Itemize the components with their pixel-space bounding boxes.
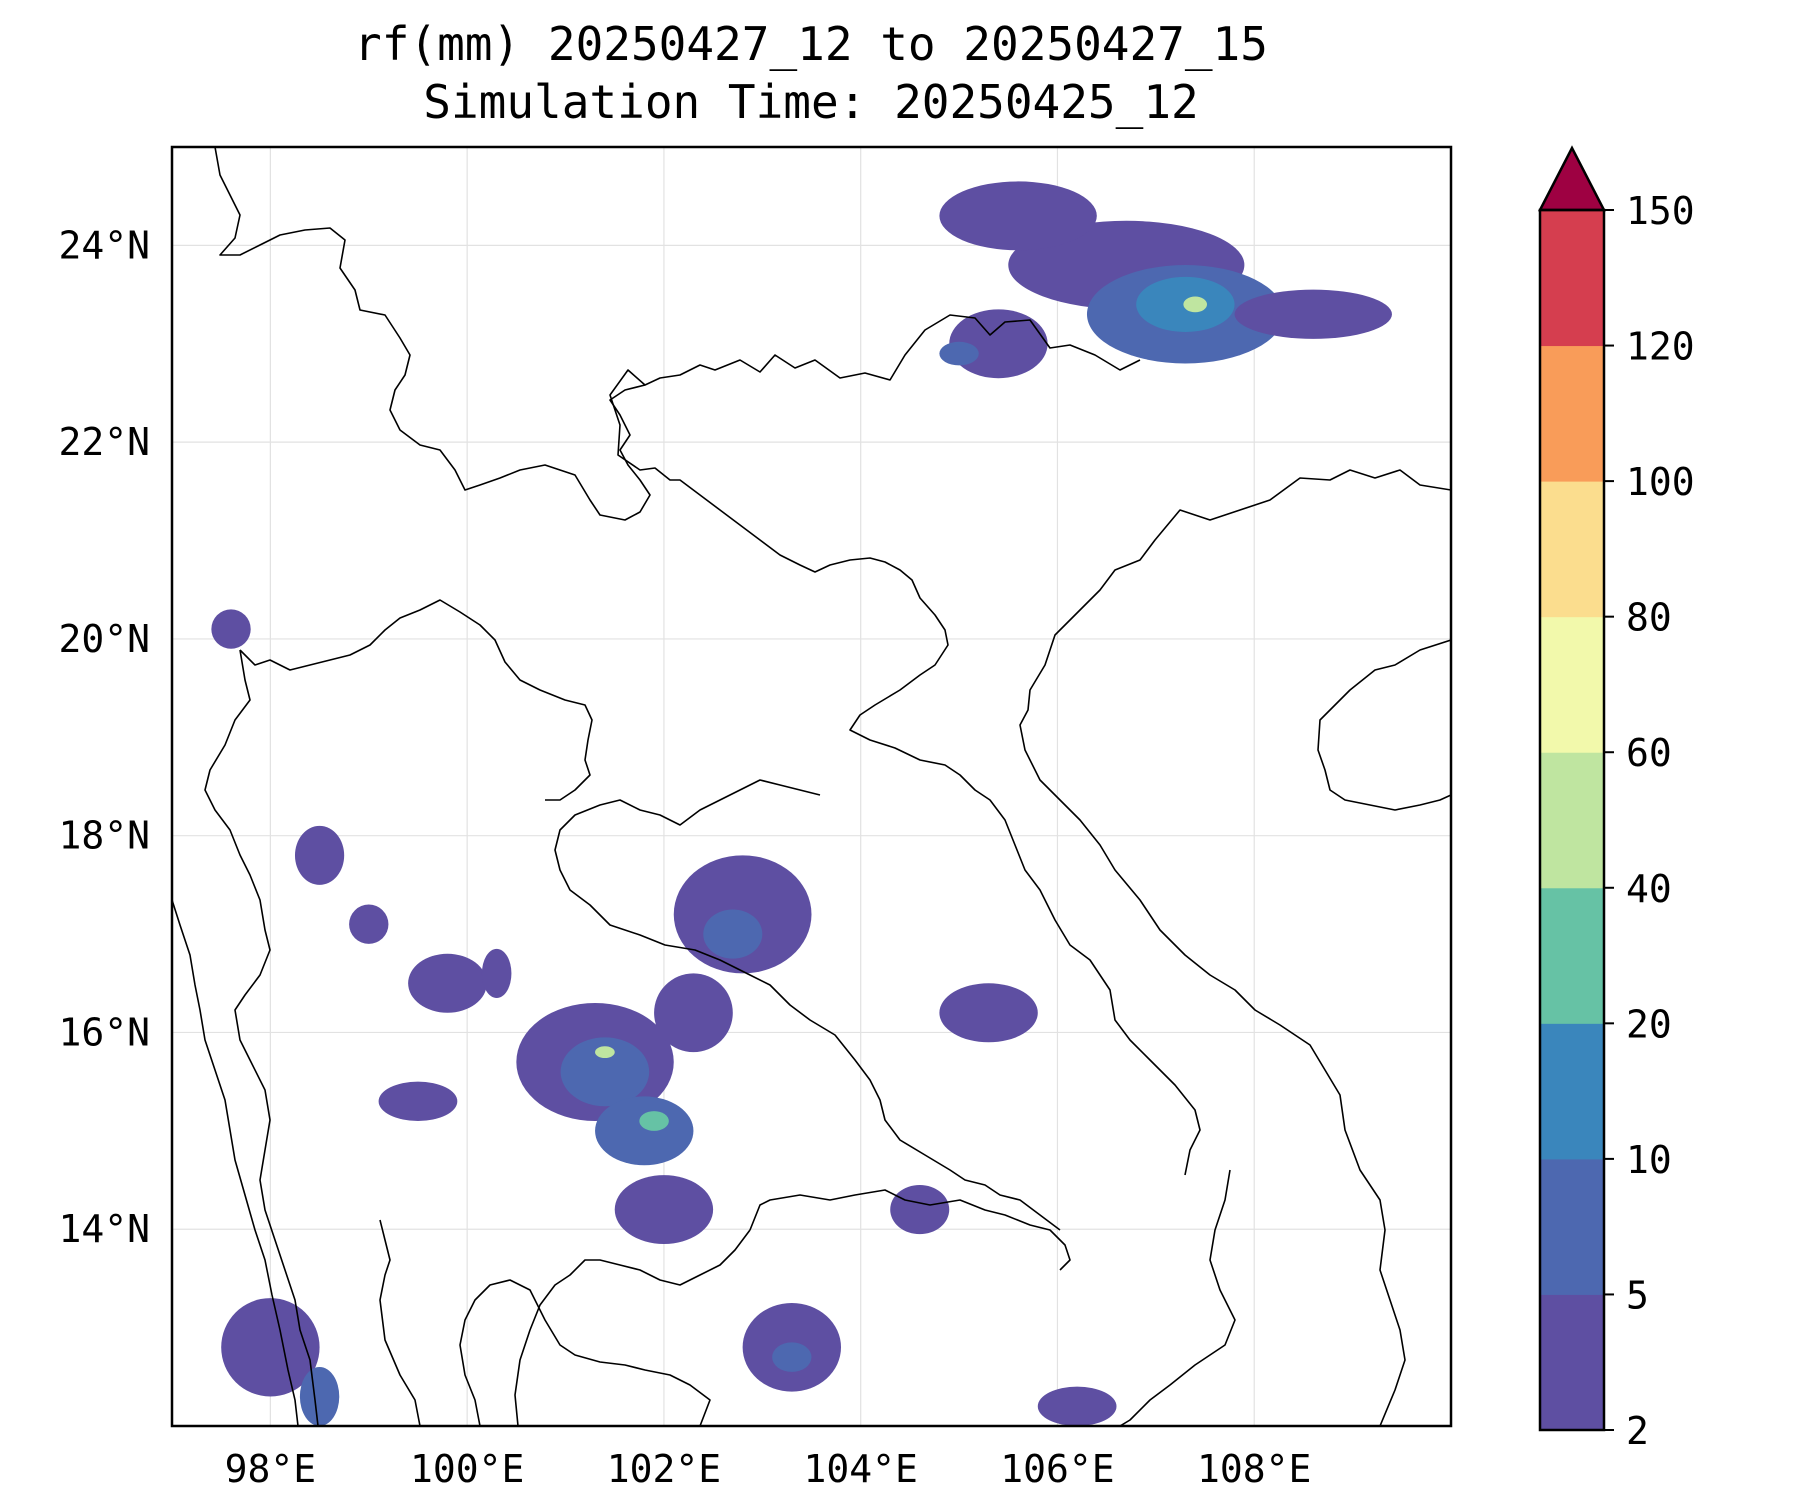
colorbar-tick-label: 20 [1626, 1002, 1672, 1046]
coastline-hainan [1317, 639, 1451, 811]
colorbar-extend-arrow [1537, 145, 1607, 212]
map-panel[interactable] [170, 145, 1453, 1428]
rain-area [654, 973, 733, 1053]
rain-area [614, 1175, 714, 1244]
colorbar-segment [1540, 1294, 1604, 1431]
rain-area [639, 1111, 669, 1131]
latitude-axis: 24°N 22°N 20°N 18°N 16°N 14°N [58, 223, 150, 1251]
map-title-line1: rf(mm) 20250427_12 to 20250427_15 [354, 17, 1268, 71]
lat-tick-label: 22°N [58, 420, 150, 464]
lon-tick-label: 102°E [607, 1447, 721, 1491]
colorbar-frame [1538, 208, 1606, 1432]
colorbar-segment [1540, 616, 1604, 753]
rain-area [939, 341, 979, 366]
colorbar-tick-label: 10 [1626, 1138, 1672, 1182]
lat-tick-label: 16°N [58, 1010, 150, 1054]
rain-area [560, 1037, 650, 1107]
rain-area [939, 983, 1038, 1043]
border-china-myanmar [214, 147, 651, 521]
rain-area [294, 825, 345, 885]
rain-area [1183, 296, 1208, 313]
rain-area [595, 1046, 615, 1059]
colorbar-segment [1540, 1158, 1604, 1295]
rain-area [349, 904, 389, 944]
colorbar-segment [1540, 887, 1604, 1024]
rain-area [378, 1081, 458, 1122]
colorbar-tick-label: 5 [1626, 1273, 1649, 1317]
colorbar-tick-label: 150 [1626, 189, 1695, 233]
lat-tick-label: 14°N [58, 1207, 150, 1251]
lat-tick-label: 18°N [58, 814, 150, 858]
rain-area [408, 953, 487, 1013]
colorbar-tick-label: 120 [1626, 325, 1695, 369]
rain-area [211, 609, 251, 649]
coastline-myanmar [172, 899, 299, 1426]
lon-tick-label: 98°E [225, 1447, 317, 1491]
lon-tick-label: 100°E [410, 1447, 524, 1491]
colorbar-tick-label: 2 [1626, 1409, 1649, 1453]
coastline-gulf-of-thailand [379, 1219, 711, 1426]
colorbar-segment [1540, 210, 1604, 347]
rain-area [1037, 1386, 1117, 1426]
colorbar: 2 5 10 20 40 60 80 100 120 150 [1537, 145, 1695, 1453]
rain-area [890, 1184, 950, 1235]
longitude-axis: 98°E 100°E 102°E 104°E 106°E 108°E [225, 1447, 1312, 1491]
country-borders [172, 147, 1451, 1426]
rain-area [1234, 289, 1392, 339]
rain-area [221, 1298, 320, 1397]
lon-tick-label: 108°E [1197, 1447, 1311, 1491]
colorbar-tick-label: 100 [1626, 460, 1695, 504]
border-thailand-myanmar [204, 599, 593, 1426]
lat-tick-label: 24°N [58, 223, 150, 267]
colorbar-segment [1540, 345, 1604, 482]
coastline-vietnam [1019, 469, 1451, 1426]
colorbar-segment [1540, 1023, 1604, 1160]
rainfall-contours [211, 181, 1392, 1426]
colorbar-tick-label: 40 [1626, 867, 1672, 911]
colorbar-segment [1540, 752, 1604, 889]
map-title-line2: Simulation Time: 20250425_12 [423, 75, 1198, 129]
rain-area [772, 1342, 812, 1372]
rain-area [939, 181, 1097, 251]
lon-tick-label: 106°E [1000, 1447, 1114, 1491]
map-frame [170, 145, 1453, 1428]
gridlines [172, 147, 1451, 1426]
rain-area [481, 948, 512, 999]
border-laos-thailand [554, 779, 1061, 1231]
colorbar-tick-label: 60 [1626, 731, 1672, 775]
colorbar-segment [1540, 481, 1604, 618]
map-background [172, 147, 1451, 1426]
border-china-vietnam [609, 314, 1201, 1176]
colorbar-tick-label: 80 [1626, 596, 1672, 640]
rain-area [299, 1366, 340, 1426]
border-cambodia [514, 1169, 1236, 1426]
lat-tick-label: 20°N [58, 617, 150, 661]
rain-area [595, 1096, 694, 1166]
lon-tick-label: 104°E [803, 1447, 917, 1491]
rain-area [703, 909, 763, 959]
